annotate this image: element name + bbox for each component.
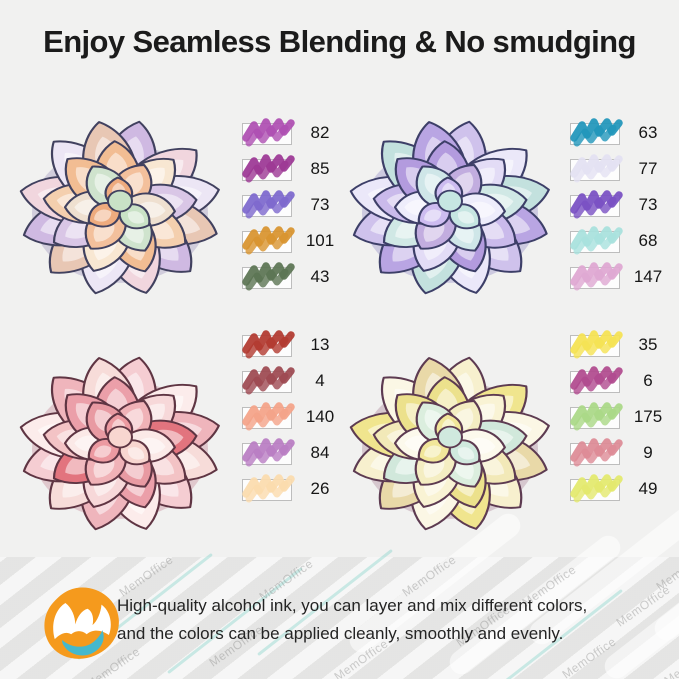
marker-scribble-icon	[570, 438, 623, 467]
swatch-row: 35	[570, 330, 679, 368]
swatch-number: 82	[310, 123, 330, 142]
swatch-row: 85	[242, 154, 354, 192]
swatch-number: 85	[310, 159, 330, 178]
marker-scribble-icon	[570, 190, 623, 219]
marker-scribble-icon	[570, 118, 623, 147]
caption-line-2: and the colors can be applied cleanly, s…	[117, 624, 564, 643]
marker-scribble-icon	[570, 262, 623, 291]
swatch-list-top-right: 63 77 73 68 147	[570, 118, 679, 300]
swatch-number: 26	[310, 479, 330, 498]
swatch-row: 77	[570, 154, 679, 192]
swatch-row: 147	[570, 262, 679, 300]
swatch-row: 13	[242, 330, 354, 368]
swatch-row: 140	[242, 402, 354, 440]
marker-scribble-icon	[242, 262, 295, 291]
page-title: Enjoy Seamless Blending & No smudging	[43, 24, 636, 59]
marker-scribble-icon	[570, 366, 623, 395]
swatch-row: 68	[570, 226, 679, 264]
swatch-row: 82	[242, 118, 354, 156]
swatch-list-bottom-left: 13 4 140 84 26	[242, 330, 354, 512]
swatch-row: 43	[242, 262, 354, 300]
marker-scribble-icon	[242, 226, 295, 255]
marker-scribble-icon	[570, 402, 623, 431]
swatch-row: 9	[570, 438, 679, 476]
marker-scribble-icon	[242, 438, 295, 467]
marker-scribble-icon	[242, 190, 295, 219]
swatch-number: 147	[633, 267, 663, 286]
succulent-illustration-pink	[19, 356, 220, 531]
swatch-number: 73	[310, 195, 330, 214]
memoffice-logo-icon	[44, 587, 119, 659]
swatch-row: 101	[242, 226, 354, 264]
swatch-row: 4	[242, 366, 354, 404]
swatch-row: 73	[570, 190, 679, 228]
succulent-illustration-purple	[349, 120, 550, 295]
marker-scribble-icon	[242, 402, 295, 431]
swatch-number: 49	[638, 479, 658, 498]
swatch-number: 73	[638, 195, 658, 214]
marker-scribble-icon	[242, 474, 295, 503]
swatch-number: 43	[310, 267, 330, 286]
swatch-row: 63	[570, 118, 679, 156]
succulent-illustration-peach-lavender	[19, 120, 220, 295]
footer-caption: High-quality alcohol ink, you can layer …	[117, 592, 667, 648]
succulent-illustration-yellow	[349, 356, 550, 531]
swatch-number: 77	[638, 159, 658, 178]
swatch-number: 9	[643, 443, 653, 462]
swatch-row: 84	[242, 438, 354, 476]
swatch-row: 175	[570, 402, 679, 440]
marker-scribble-icon	[570, 226, 623, 255]
marker-scribble-icon	[570, 154, 623, 183]
swatch-number: 101	[305, 231, 335, 250]
marker-scribble-icon	[570, 474, 623, 503]
marker-scribble-icon	[570, 330, 623, 359]
marker-scribble-icon	[242, 154, 295, 183]
swatch-number: 140	[305, 407, 335, 426]
swatch-row: 49	[570, 474, 679, 512]
marker-scribble-icon	[242, 118, 295, 147]
swatch-number: 84	[310, 443, 330, 462]
swatch-list-top-left: 82 85 73 101 43	[242, 118, 354, 300]
caption-line-1: High-quality alcohol ink, you can layer …	[117, 596, 588, 615]
marker-scribble-icon	[242, 366, 295, 395]
swatch-row: 73	[242, 190, 354, 228]
swatch-number: 175	[633, 407, 663, 426]
swatch-number: 68	[638, 231, 658, 250]
swatch-number: 35	[638, 335, 658, 354]
swatch-number: 63	[638, 123, 658, 142]
swatch-number: 4	[315, 371, 325, 390]
swatch-row: 6	[570, 366, 679, 404]
marker-scribble-icon	[242, 330, 295, 359]
swatch-row: 26	[242, 474, 354, 512]
swatch-number: 6	[643, 371, 653, 390]
swatch-number: 13	[310, 335, 330, 354]
swatch-list-bottom-right: 35 6 175 9 49	[570, 330, 679, 512]
